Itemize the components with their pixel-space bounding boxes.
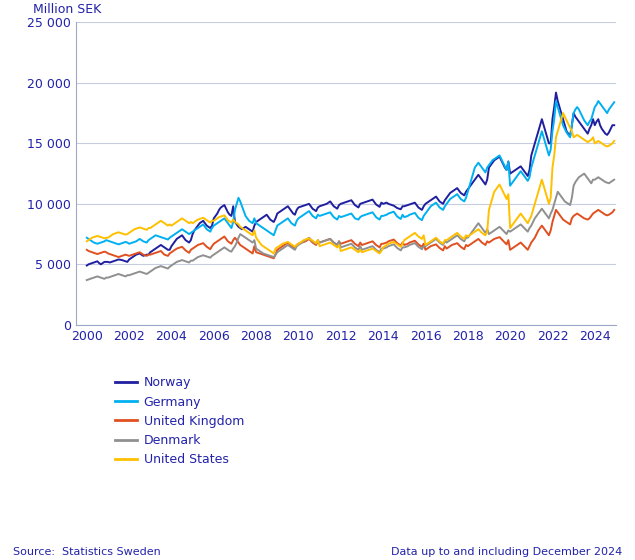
Text: Data up to and including December 2024: Data up to and including December 2024 <box>391 547 622 557</box>
Text: Million SEK: Million SEK <box>33 3 101 16</box>
Text: Source:  Statistics Sweden: Source: Statistics Sweden <box>13 547 161 557</box>
Legend: Norway, Germany, United Kingdom, Denmark, United States: Norway, Germany, United Kingdom, Denmark… <box>115 376 244 466</box>
